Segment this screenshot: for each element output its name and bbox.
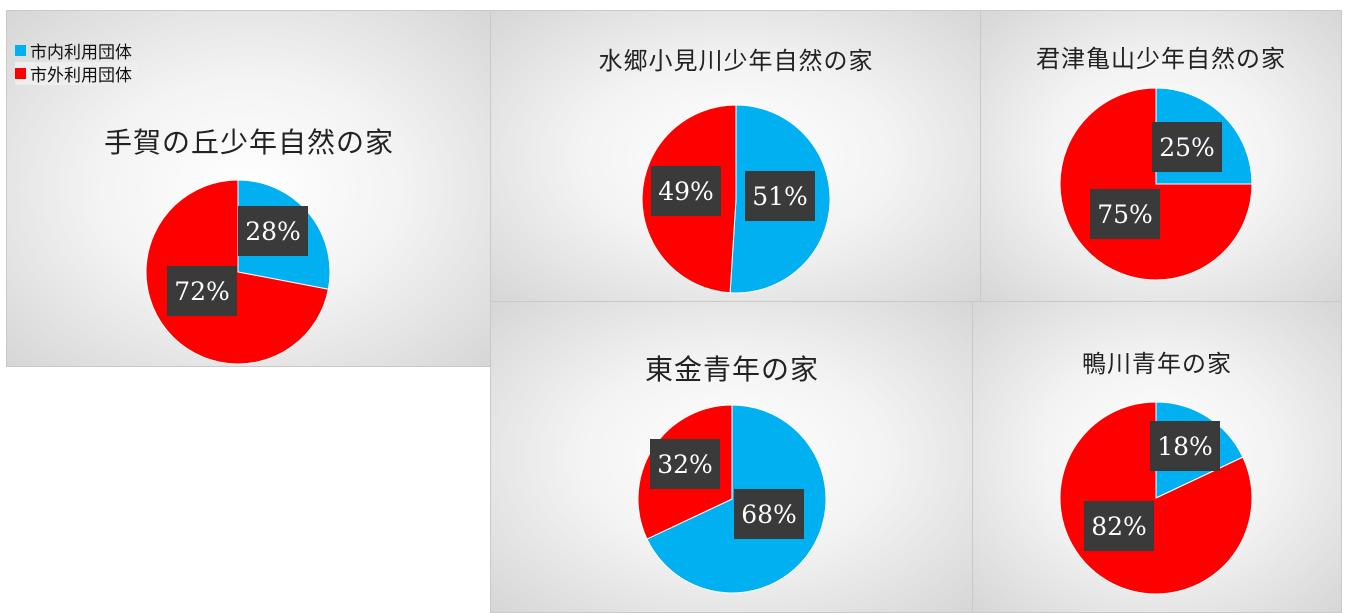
pie-chart-kimitsu: 25% 75% [1059,87,1253,281]
data-label-text: 18% [1157,432,1213,461]
data-label-text: 28% [245,217,301,246]
pie-chart-kamogawa: 18% 82% [1059,401,1253,595]
data-label-box [238,206,308,256]
data-label-box [1090,189,1160,239]
data-label-tega-outside: 72% [167,266,237,316]
data-label-text: 68% [741,500,797,529]
data-label-box [167,266,237,316]
legend: 市内利用団体 市外利用団体 [15,39,138,86]
data-label-box [1084,501,1154,551]
chart-title-tega: 手賀の丘少年自然の家 [103,126,394,159]
pie-chart-omigawa: 51% 49% [641,104,831,294]
legend-swatch-outside [15,68,26,79]
data-label-togane-inside: 68% [734,489,804,539]
data-label-text: 25% [1159,133,1215,162]
chart-panel-tega: 市内利用団体 市外利用団体 手賀の丘少年自然の家 28% 72% [6,10,492,367]
pie-slice-tega-outside [145,179,329,365]
data-label-kimitsu-inside: 25% [1152,122,1222,172]
data-label-text: 32% [657,450,713,479]
data-label-text: 51% [752,182,808,211]
data-label-kamogawa-inside: 18% [1150,421,1220,471]
data-label-text: 75% [1097,200,1153,229]
pie-chart-tega: 28% 72% [145,179,331,365]
chart-title-kamogawa: 鴨川青年の家 [1082,350,1232,378]
data-label-box [651,166,721,216]
data-label-text: 82% [1091,512,1147,541]
chart-panel-kimitsu: 君津亀山少年自然の家 25% 75% [980,10,1342,303]
data-label-text: 72% [174,277,230,306]
chart-title-togane: 東金青年の家 [644,353,819,386]
data-label-kamogawa-outside: 82% [1084,501,1154,551]
legend-item-inside: 市内利用団体 [15,39,138,63]
pie-chart-togane: 68% 32% [637,404,827,594]
chart-panel-omigawa: 水郷小見川少年自然の家 51% 49% [490,10,982,303]
data-label-box [650,439,720,489]
data-label-tega-inside: 28% [238,206,308,256]
legend-swatch-inside [15,45,26,56]
data-label-omigawa-inside: 51% [745,171,815,221]
chart-panel-togane: 東金青年の家 68% 32% [490,301,974,613]
data-label-kimitsu-outside: 75% [1090,189,1160,239]
chart-title-kimitsu: 君津亀山少年自然の家 [1036,45,1286,73]
legend-item-outside: 市外利用団体 [15,62,138,86]
data-label-omigawa-outside: 49% [651,166,721,216]
data-label-box [1152,122,1222,172]
data-label-text: 49% [658,177,714,206]
data-label-togane-outside: 32% [650,439,720,489]
chart-title-omigawa: 水郷小見川少年自然の家 [598,47,874,75]
legend-label-outside: 市外利用団体 [30,66,132,86]
data-label-box [745,171,815,221]
legend-label-inside: 市内利用団体 [30,43,132,63]
data-label-box [1150,421,1220,471]
chart-panel-kamogawa: 鴨川青年の家 18% 82% [972,301,1342,613]
data-label-box [734,489,804,539]
